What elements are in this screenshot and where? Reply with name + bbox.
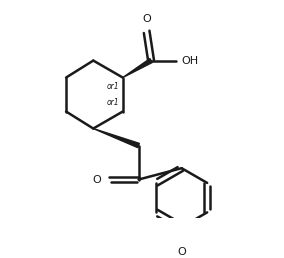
Text: O: O [142,14,151,24]
Text: or1: or1 [106,98,119,107]
Text: O: O [177,247,186,257]
Polygon shape [93,128,139,148]
Text: O: O [93,174,101,184]
Text: or1: or1 [106,82,119,91]
Text: OH: OH [182,55,199,66]
Polygon shape [123,59,152,78]
